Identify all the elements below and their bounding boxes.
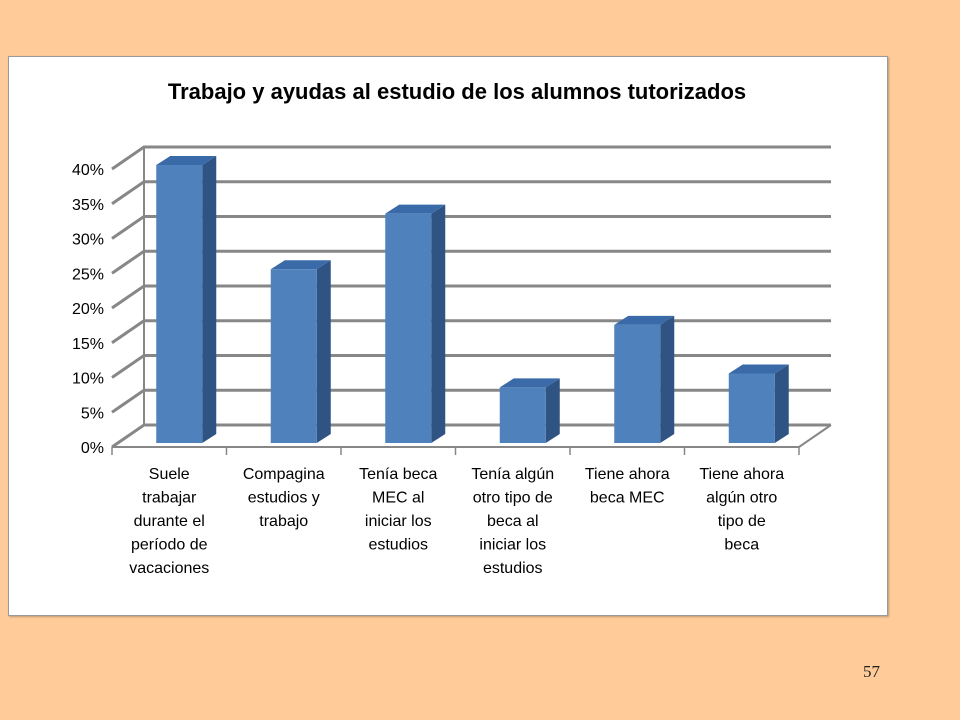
y-tick-labels: 0% 5% 10% 15% 20% 25% 30% 35% 40% [72, 162, 104, 457]
gridline [111, 215, 831, 240]
chart-title: Trabajo y ayudas al estudio de los alumn… [168, 79, 746, 104]
x-category-label-line: trabajo [259, 513, 308, 530]
bar-front [385, 213, 432, 443]
bar-side [316, 260, 331, 443]
gridline [111, 284, 831, 310]
bar-front [614, 324, 661, 443]
bar [499, 378, 560, 443]
bar-side [202, 156, 217, 443]
x-category-label-line: iniciar los [479, 537, 546, 554]
bar-side [431, 204, 446, 443]
gridline [111, 423, 831, 449]
x-category-label-line: otro tipo de [473, 490, 553, 507]
x-category-label-line: período de [131, 537, 208, 554]
x-category-label-line: iniciar los [365, 513, 432, 530]
bar-top [614, 315, 675, 325]
y-tick-label: 5% [81, 405, 104, 422]
gridline [111, 145, 831, 171]
gridline [111, 180, 831, 205]
bar-top [385, 204, 446, 214]
x-category-label: Tiene ahora beca MEC [585, 466, 670, 507]
x-category-label-line: algún otro [706, 490, 777, 507]
gridlines [111, 145, 831, 449]
bar [385, 204, 446, 443]
y-tick-label: 25% [72, 266, 104, 283]
bar-front [156, 165, 203, 443]
x-category-label-line: estudios [368, 537, 428, 554]
bar-front [270, 269, 317, 443]
x-category-labels: Suele trabajar durante el período de vacacio… [129, 466, 784, 577]
bar-front [499, 387, 546, 443]
gridline [111, 354, 831, 379]
y-tick-label: 20% [72, 301, 104, 318]
x-category-label-line: Tenía beca [359, 466, 437, 483]
axes [111, 147, 832, 455]
x-category-label: Tiene ahora algún otro tipo de beca [699, 466, 784, 554]
floor-edge [112, 424, 832, 448]
bar-top [728, 364, 789, 374]
bar-side [774, 364, 789, 443]
x-category-label-line: beca [724, 537, 759, 554]
bar [270, 260, 331, 443]
gridline [111, 388, 831, 414]
x-category-label-line: tipo de [718, 513, 766, 530]
x-category-label-line: beca al [487, 513, 539, 530]
x-category-label-line: estudios y [248, 490, 320, 507]
bar-side [545, 378, 560, 443]
bar-front [728, 373, 775, 443]
chart-panel: Trabajo y ayudas al estudio de los alumn… [8, 56, 888, 616]
bar-chart: Trabajo y ayudas al estudio de los alumn… [72, 79, 832, 577]
x-category-label-line: Tiene ahora [585, 466, 670, 483]
x-category-label: Tenía algún otro tipo de beca al iniciar lo… [471, 466, 554, 577]
x-category-label-line: Tenía algún [471, 466, 554, 483]
gridline [111, 319, 831, 344]
y-tick-label: 15% [72, 336, 104, 353]
x-category-label-line: durante el [134, 513, 205, 530]
bar-top [156, 156, 217, 165]
gridline [111, 249, 831, 275]
bar [728, 364, 789, 443]
x-category-label-line: trabajar [142, 490, 197, 507]
bar [156, 156, 217, 443]
bar-side [660, 315, 675, 443]
x-category-label-line: MEC al [372, 490, 424, 507]
x-category-label-line: Tiene ahora [699, 466, 784, 483]
bars [156, 156, 789, 443]
y-tick-label: 0% [81, 440, 104, 457]
slide-number: 57 [863, 662, 880, 681]
bar [614, 315, 675, 443]
y-tick-label: 40% [72, 162, 104, 179]
x-category-label: Compagina estudios y trabajo [243, 466, 325, 530]
y-tick-label: 35% [72, 197, 104, 214]
x-category-label-line: beca MEC [590, 490, 665, 507]
y-tick-label: 30% [72, 232, 104, 249]
x-category-label: Suele trabajar durante el período de vacacio… [129, 466, 209, 577]
x-category-label-line: estudios [483, 560, 543, 577]
bar-top [499, 378, 560, 388]
x-category-label: Tenía beca MEC al iniciar los estudios [359, 466, 437, 554]
x-category-label-line: Compagina [243, 466, 325, 483]
bar-top [270, 260, 331, 270]
x-category-label-line: Suele [149, 466, 190, 483]
x-category-label-line: vacaciones [129, 560, 209, 577]
y-tick-label: 10% [72, 371, 104, 388]
